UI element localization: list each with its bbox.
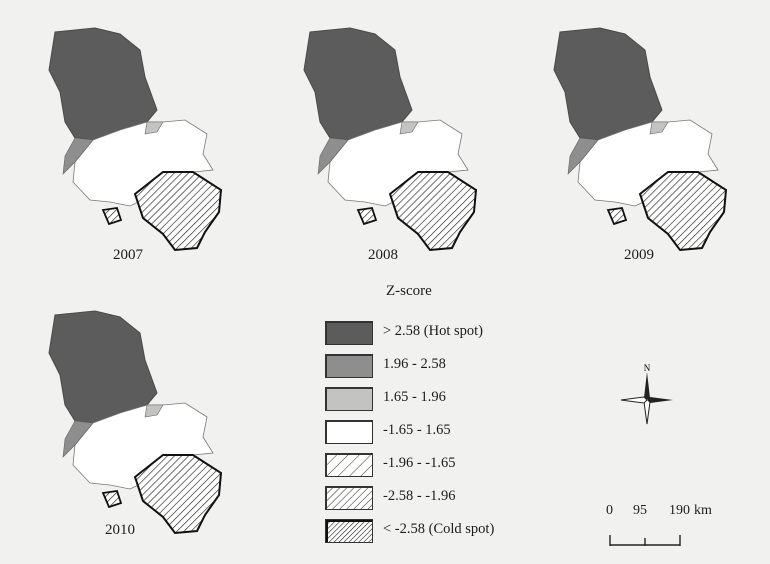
legend-title: Z-score [386,283,432,299]
legend-label: -2.58 - -1.96 [383,488,456,504]
legend-label: < -2.58 (Cold spot) [383,521,495,537]
legend-label: -1.65 - 1.65 [383,422,451,438]
map-year-label: 2009 [624,247,654,263]
map-2008: 2008 [290,22,490,267]
legend-swatch [325,453,373,477]
compass-icon: N [620,363,673,425]
legend-swatch [325,321,373,345]
north-label: N [644,363,651,373]
legend-label: 1.96 - 2.58 [383,356,446,372]
map-year-label: 2007 [113,247,143,263]
north-arrow: N [617,362,677,433]
serbia-map-2008 [303,27,478,252]
scale-bar-line [609,535,681,546]
map-year-label: 2010 [105,522,135,538]
scale-tick-0: 0 [606,503,613,518]
map-2007: 2007 [35,22,235,267]
scale-tick-190: 190 [669,503,690,518]
legend-swatch [325,486,373,510]
legend-swatch [325,354,373,378]
map-2010: 2010 [35,305,235,550]
legend-label: -1.96 - -1.65 [383,455,456,471]
legend-label: 1.65 - 1.96 [383,389,446,405]
serbia-map-2010 [48,310,223,535]
scale-tick-95: 95 [633,503,647,518]
legend-swatch [325,519,373,543]
map-2009: 2009 [540,22,740,267]
map-year-label: 2008 [368,247,398,263]
serbia-map-2009 [553,27,728,252]
legend-swatch [325,420,373,444]
scale-unit: km [694,503,712,518]
legend-swatch [325,387,373,411]
serbia-map-2007 [48,27,223,252]
legend-label: > 2.58 (Hot spot) [383,323,484,339]
